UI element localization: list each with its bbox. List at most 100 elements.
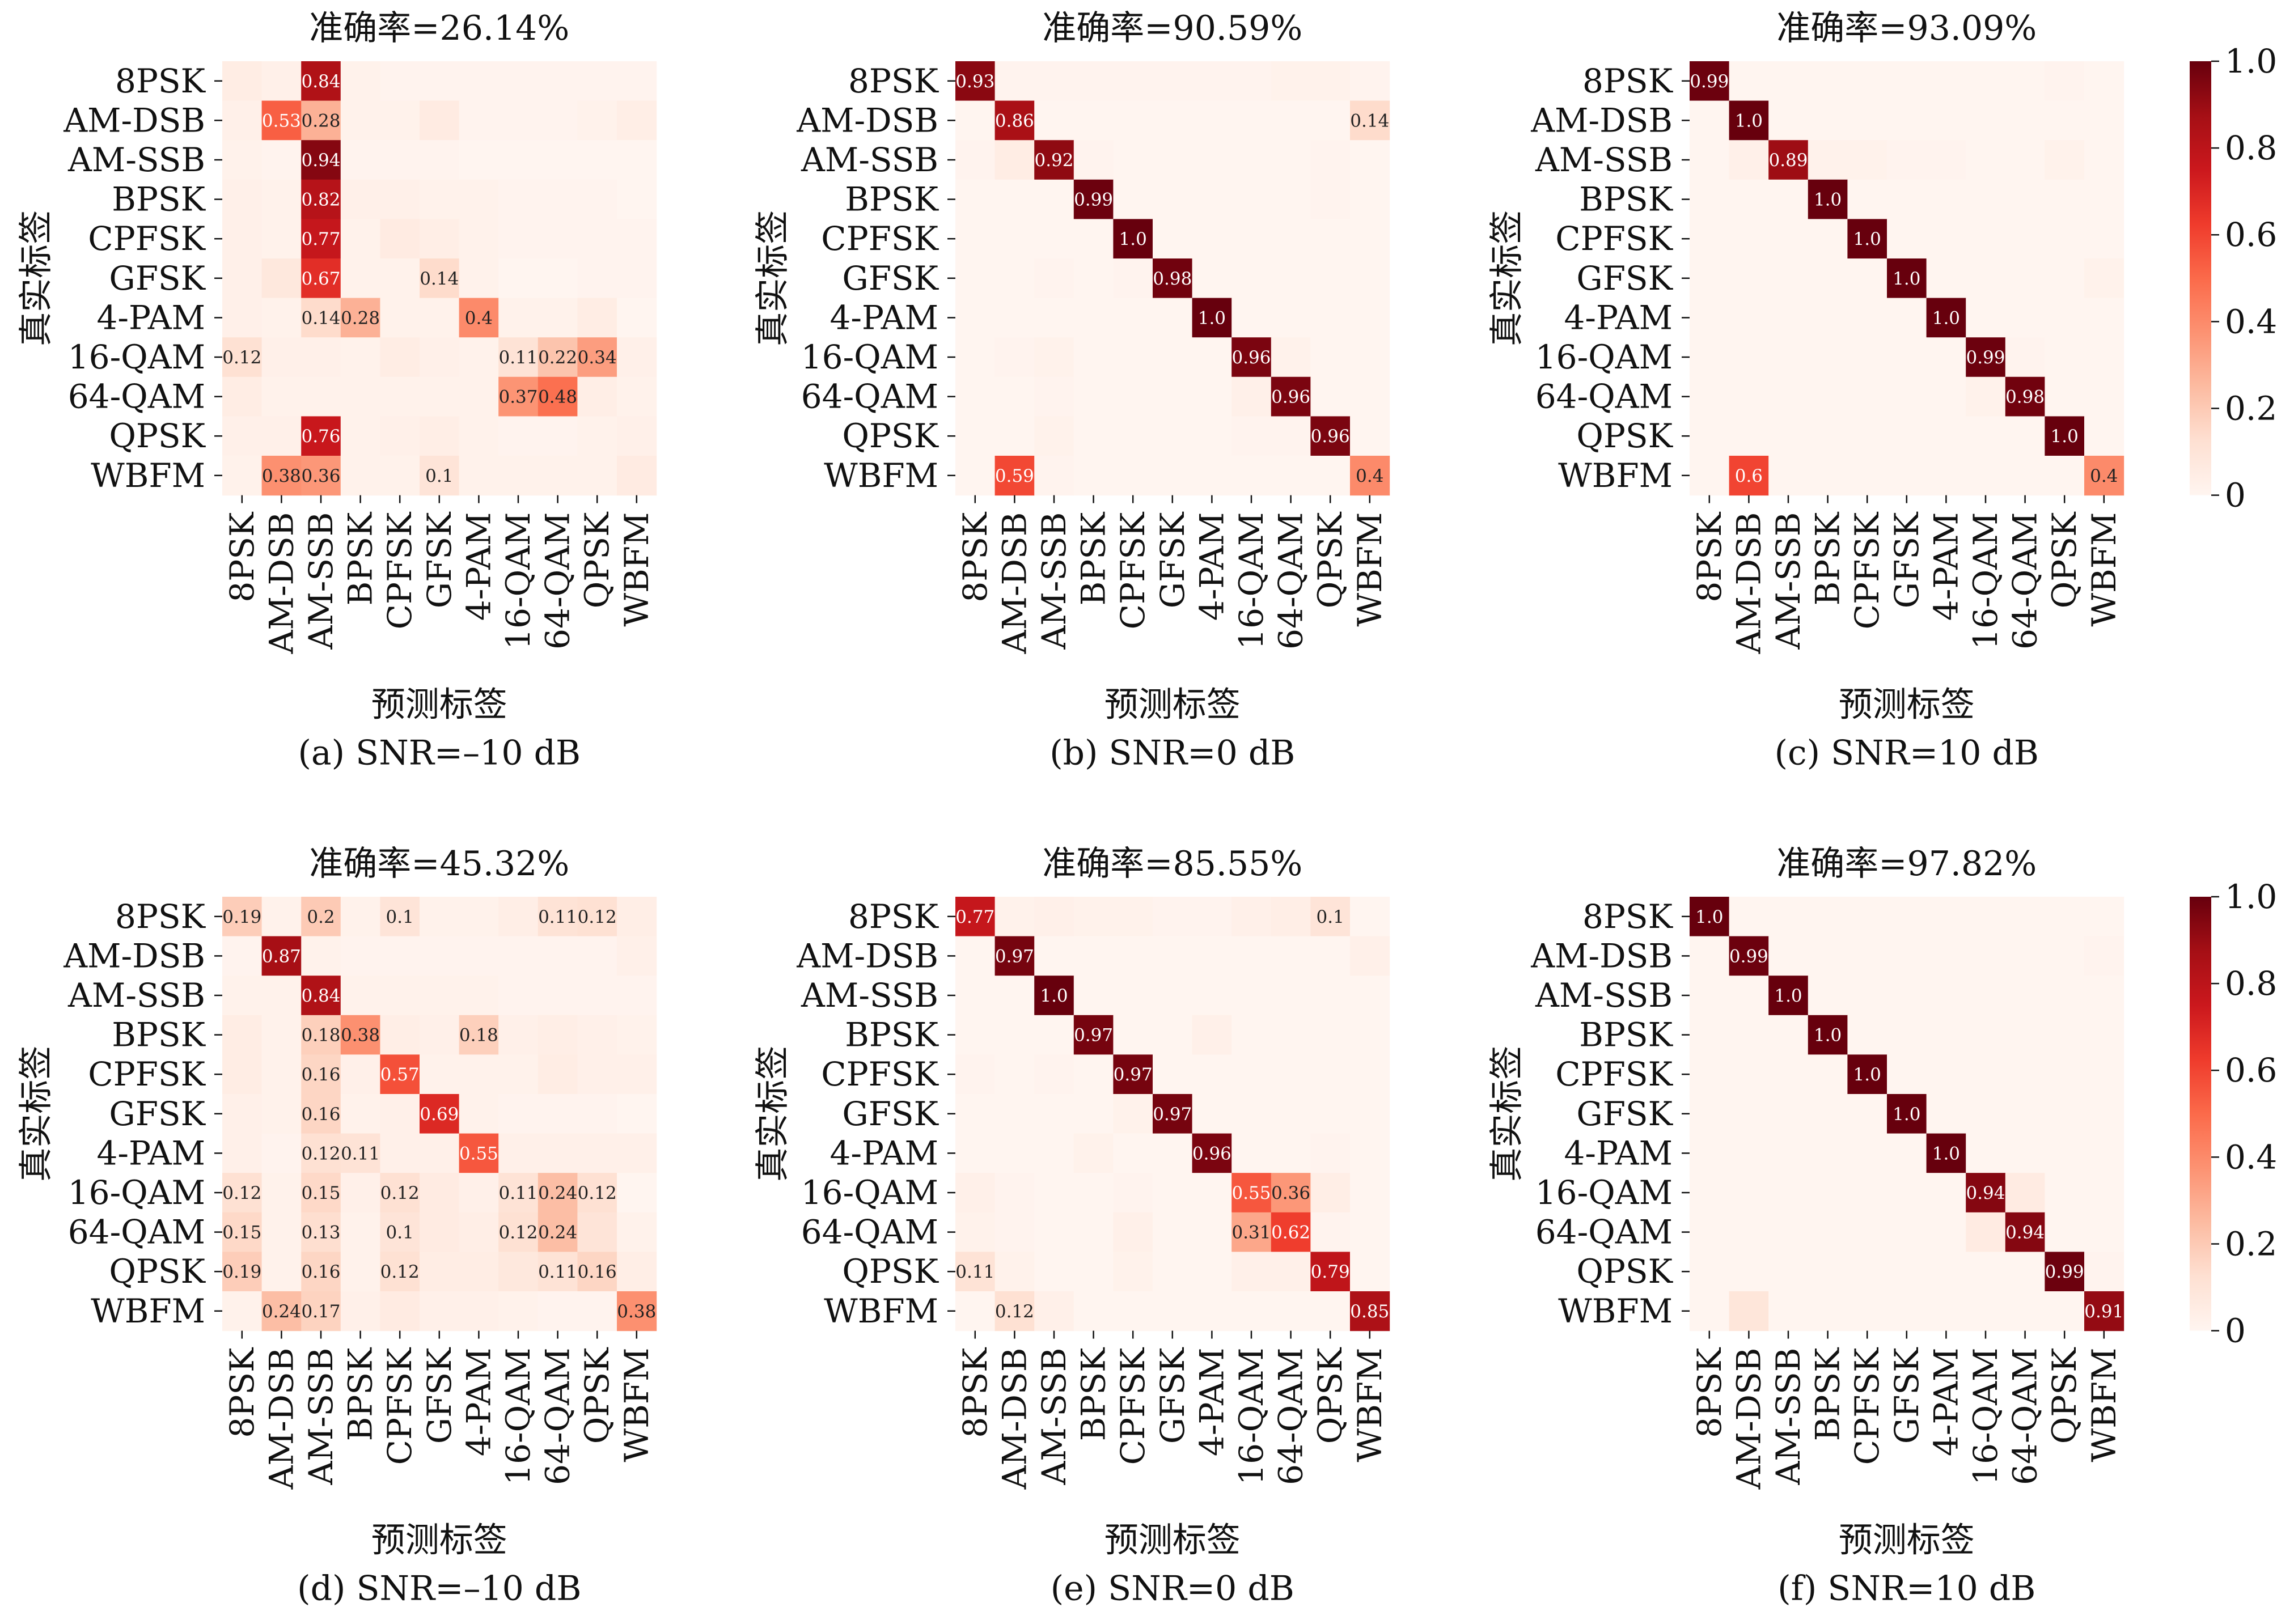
heatmap-cell	[1847, 1291, 1887, 1332]
heatmap-cell	[222, 140, 263, 180]
x-tick-label: GFSK	[1887, 511, 1926, 608]
cell-value-label: 0.99	[1966, 347, 2005, 368]
heatmap-cell	[617, 897, 657, 937]
heatmap-cell	[1231, 1133, 1272, 1173]
heatmap-cell	[420, 1133, 460, 1173]
y-tick-label: BPSK	[845, 1016, 939, 1054]
heatmap-cell	[1887, 976, 1927, 1016]
heatmap-cell	[1690, 376, 1730, 417]
heatmap-cell	[1887, 100, 1927, 141]
heatmap-cell	[1310, 1133, 1351, 1173]
heatmap-cell	[340, 897, 380, 937]
heatmap-cell	[1153, 140, 1193, 180]
heatmap-cell	[1310, 1015, 1351, 1055]
heatmap-cell	[577, 456, 617, 496]
y-tick-label: 16-QAM	[1535, 338, 1673, 376]
y-tick-label: 64-QAM	[801, 378, 938, 416]
heatmap-cell	[261, 258, 302, 299]
heatmap-cell	[1690, 416, 1730, 456]
heatmap-cell	[340, 140, 380, 180]
heatmap-cell	[1966, 337, 2006, 378]
heatmap-cell	[1847, 897, 1887, 937]
heatmap-cell	[1350, 298, 1390, 338]
heatmap-cell	[380, 1054, 420, 1095]
heatmap-cell	[1350, 179, 1390, 219]
heatmap-cell	[1926, 1252, 1966, 1292]
heatmap-cell	[994, 61, 1035, 101]
heatmap-cell	[1729, 1133, 1769, 1173]
y-axis-label: 真实标签	[753, 1046, 793, 1182]
heatmap-cell	[459, 936, 499, 976]
x-tick-label: 64-QAM	[539, 1348, 577, 1485]
heatmap-cell	[1350, 100, 1390, 141]
heatmap-cell	[617, 416, 657, 456]
y-tick-label: CPFSK	[1555, 1055, 1673, 1093]
heatmap-cell	[1350, 1291, 1390, 1332]
heatmap-cell	[1926, 1054, 1966, 1095]
cell-value-label: 0.12	[301, 1143, 340, 1164]
y-tick-label: 4-PAM	[1564, 1134, 1673, 1172]
heatmap-cell	[1350, 1015, 1390, 1055]
cell-value-label: 0.94	[1966, 1183, 2005, 1203]
heatmap-cell	[577, 936, 617, 976]
heatmap-cell	[1310, 376, 1351, 417]
x-tick-label: AM-SSB	[302, 512, 340, 650]
heatmap-cell	[1073, 376, 1114, 417]
heatmap-cell	[459, 1291, 499, 1332]
y-tick-label: BPSK	[112, 180, 206, 219]
heatmap-cell	[1231, 298, 1272, 338]
x-tick-label: 4-PAM	[1192, 512, 1231, 621]
colorbar-tick-label: 0.6	[2225, 1051, 2277, 1089]
heatmap-cell	[498, 219, 539, 259]
heatmap-cell	[1192, 179, 1232, 219]
heatmap-cell	[2084, 897, 2124, 937]
heatmap-cell	[1768, 140, 1809, 180]
heatmap-cell	[380, 61, 420, 101]
heatmap-cell	[1887, 456, 1927, 496]
heatmap-cell	[1768, 1252, 1809, 1292]
heatmap-cell	[1847, 61, 1887, 101]
y-tick-label: CPFSK	[821, 219, 939, 258]
cell-value-label: 0.92	[1034, 150, 1073, 171]
heatmap-cell	[994, 456, 1035, 496]
heatmap-cell	[340, 298, 380, 338]
heatmap-cell	[1034, 100, 1074, 141]
heatmap-cell	[459, 1173, 499, 1213]
heatmap-cell	[577, 337, 617, 378]
heatmap-cell	[498, 936, 539, 976]
heatmap-cell	[1808, 337, 1848, 378]
heatmap-cell	[1887, 1015, 1927, 1055]
heatmap-cell	[1153, 1133, 1193, 1173]
heatmap-cell	[2045, 936, 2085, 976]
heatmap-cell	[301, 1291, 341, 1332]
heatmap-cell	[301, 1212, 341, 1252]
heatmap-cell	[340, 456, 380, 496]
heatmap-cell	[1231, 1054, 1272, 1095]
cell-value-label: 0.67	[301, 269, 340, 289]
cell-value-label: 0.16	[301, 1065, 340, 1085]
heatmap-cell	[617, 936, 657, 976]
x-tick-label: QPSK	[1311, 511, 1349, 608]
heatmap-cell	[1690, 1133, 1730, 1173]
heatmap-cell	[1926, 1094, 1966, 1134]
heatmap-cell	[1690, 61, 1730, 101]
y-tick-label: AM-DSB	[63, 101, 205, 139]
heatmap-cell	[1113, 416, 1153, 456]
heatmap-cell	[577, 376, 617, 417]
heatmap-cell	[261, 456, 302, 496]
heatmap-cell	[1690, 1173, 1730, 1213]
cell-value-label: 0.96	[1231, 347, 1271, 368]
heatmap-cell	[2084, 416, 2124, 456]
y-axis-label: 真实标签	[16, 210, 56, 346]
heatmap-cell	[1966, 1291, 2006, 1332]
heatmap-cell	[955, 456, 996, 496]
heatmap-cell	[1310, 976, 1351, 1016]
cell-value-label: 0.62	[1271, 1223, 1310, 1243]
heatmap-cell	[1847, 1173, 1887, 1213]
heatmap-cell	[1073, 61, 1114, 101]
heatmap-cell	[1729, 456, 1769, 496]
heatmap-cell	[617, 976, 657, 1016]
x-tick-label: QPSK	[2045, 511, 2084, 608]
heatmap-cell	[1690, 258, 1730, 299]
heatmap-cell	[222, 100, 263, 141]
